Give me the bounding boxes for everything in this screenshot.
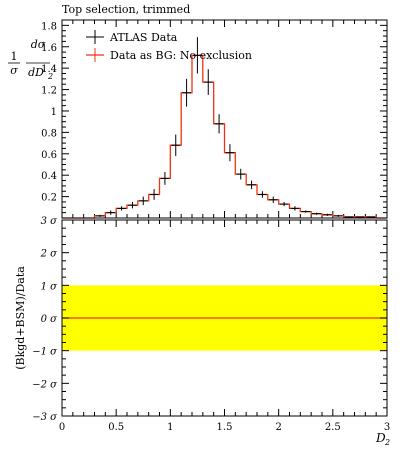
- ratio-ylabel: (Bkgd+BSM)/Data: [14, 266, 27, 370]
- main-ytick-label: 0.6: [41, 150, 57, 161]
- data-point: [160, 171, 170, 185]
- svg-text:dσ: dσ: [31, 38, 46, 51]
- data-point: [149, 189, 159, 200]
- ratio-ytick-label: 2 σ: [40, 249, 59, 260]
- data-point: [106, 210, 116, 215]
- main-ytick-label: 0.4: [41, 171, 57, 182]
- x-tick-label: 3: [384, 422, 390, 433]
- legend-label-atlas-data: ATLAS Data: [109, 31, 178, 44]
- ratio-ytick-label: −3 σ: [32, 412, 58, 423]
- svg-text:1: 1: [11, 50, 18, 63]
- main-ytick-label: 1.8: [41, 21, 57, 32]
- ratio-plot-area: −3 σ −2 σ −1 σ 0 σ 1 σ 2 σ 3 σ 0 0.5 1 1.5 2 2.5 3: [32, 216, 390, 433]
- data-point: [203, 69, 213, 95]
- svg-text:dD: dD: [28, 66, 44, 79]
- x-tick-label: 1: [167, 422, 173, 433]
- data-point: [312, 212, 321, 215]
- data-point: [138, 196, 148, 206]
- svg-text:2: 2: [47, 72, 53, 81]
- legend-entry-atlas-data: ATLAS Data: [86, 30, 178, 44]
- main-ytick-label: 1.4: [41, 64, 57, 75]
- ratio-ytick-label: 1 σ: [41, 281, 59, 292]
- x-tick-label: 0: [59, 422, 65, 433]
- main-ytick-label: 1: [51, 107, 57, 118]
- data-point: [323, 213, 332, 216]
- svg-text:2: 2: [384, 438, 390, 447]
- main-ytick-label: 1.6: [41, 43, 57, 54]
- legend: ATLAS Data Data as BG: No exclusion: [86, 30, 252, 62]
- ratio-ytick-label: −2 σ: [32, 379, 58, 390]
- data-point: [171, 134, 181, 156]
- x-tick-label: 2: [275, 422, 281, 433]
- main-ytick-label: 1.2: [41, 86, 57, 97]
- legend-label-data-as-bg: Data as BG: No exclusion: [110, 49, 252, 62]
- data-point: [247, 180, 256, 190]
- ratio-ytick-label: −1 σ: [32, 347, 58, 358]
- ratio-plot-frame: [61, 219, 388, 417]
- data-point: [117, 206, 126, 211]
- data-point: [290, 206, 300, 211]
- data-point: [225, 144, 235, 162]
- chart-title: Top selection, trimmed: [62, 3, 190, 16]
- data-point: [236, 168, 246, 180]
- data-point: [333, 214, 343, 217]
- data-point: [268, 196, 278, 204]
- data-point: [258, 191, 267, 198]
- series-step-line: [62, 54, 387, 219]
- ratio-ytick-label: 0 σ: [41, 314, 59, 325]
- main-ytick-label: 0.2: [41, 193, 57, 204]
- data-point: [182, 78, 191, 107]
- data-point: [301, 210, 311, 213]
- x-tick-label: 0.5: [108, 422, 124, 433]
- x-axis-label: D 2: [375, 431, 390, 447]
- data-point: [128, 201, 137, 209]
- main-ytick-label: 0.8: [41, 128, 57, 139]
- data-point: [214, 114, 224, 134]
- main-plot-area: 0.2 0.4 0.6 0.8 1 1.2 1.4 1.6 1.8: [41, 19, 388, 219]
- svg-text:σ: σ: [10, 64, 18, 77]
- main-plot-frame: [61, 19, 388, 219]
- data-point: [193, 37, 202, 74]
- ratio-ytick-label: 3 σ: [41, 216, 59, 227]
- data-point: [279, 201, 289, 207]
- x-tick-label: 1.5: [217, 422, 233, 433]
- x-tick-label: 2.5: [325, 422, 341, 433]
- legend-entry-data-as-bg: Data as BG: No exclusion: [86, 48, 252, 62]
- svg-text:D: D: [375, 431, 386, 445]
- main-ylabel: 1 σ dσ dD 2: [8, 38, 53, 81]
- data-point: [95, 214, 105, 217]
